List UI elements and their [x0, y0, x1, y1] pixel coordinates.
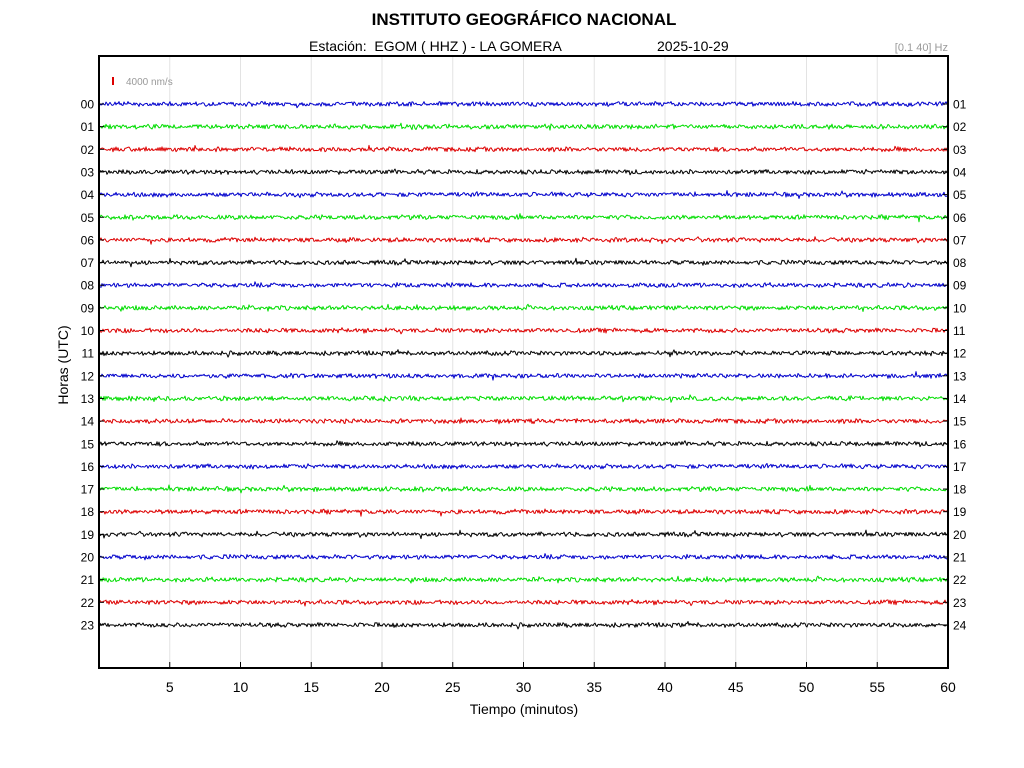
y-label-right: 22 — [953, 573, 967, 587]
trace-hour-17 — [99, 484, 948, 494]
y-label-right: 07 — [953, 233, 967, 247]
trace-hour-04 — [99, 190, 948, 199]
y-label-left: 06 — [81, 233, 95, 247]
y-label-right: 16 — [953, 437, 967, 451]
trace-hour-10 — [99, 327, 948, 335]
y-label-right: 01 — [953, 98, 967, 112]
grid-lines — [169, 56, 878, 668]
y-label-left: 03 — [81, 165, 95, 179]
y-label-left: 05 — [81, 211, 95, 225]
y-label-right: 05 — [953, 188, 967, 202]
filter-label: [0.1 40] Hz — [894, 42, 948, 54]
trace-hour-00 — [99, 101, 948, 109]
trace-hour-13 — [99, 394, 948, 403]
trace-hour-07 — [99, 257, 948, 268]
y-label-right: 08 — [953, 256, 967, 270]
y-label-left: 10 — [81, 324, 95, 338]
x-tick-label: 45 — [728, 679, 744, 695]
x-tick-label: 60 — [940, 679, 956, 695]
y-label-right: 11 — [953, 324, 966, 338]
y-label-left: 12 — [81, 369, 95, 383]
y-label-left: 11 — [82, 347, 95, 361]
y-label-left: 07 — [81, 256, 95, 270]
trace-hour-15 — [100, 440, 948, 448]
trace-hour-19 — [99, 529, 948, 540]
x-tick-label: 25 — [445, 679, 461, 695]
scale-label: 4000 nm/s — [126, 77, 173, 88]
chart-title: INSTITUTO GEOGRÁFICO NACIONAL — [371, 10, 677, 29]
x-tick-label: 40 — [657, 679, 673, 695]
x-axis-label: Tiempo (minutos) — [470, 701, 578, 717]
y-label-left: 04 — [81, 188, 95, 202]
y-label-left: 09 — [81, 301, 95, 315]
trace-hour-20 — [99, 553, 948, 561]
y-label-left: 20 — [81, 551, 95, 565]
trace-hour-21 — [99, 575, 948, 584]
y-label-left: 16 — [81, 460, 95, 474]
y-label-right: 13 — [953, 369, 967, 383]
y-label-right: 06 — [953, 211, 967, 225]
x-tick-label: 55 — [869, 679, 885, 695]
x-tick-label: 20 — [374, 679, 390, 695]
y-label-left: 08 — [81, 279, 95, 293]
y-label-right: 10 — [953, 301, 967, 315]
y-label-left: 15 — [81, 437, 95, 451]
y-label-right: 24 — [953, 618, 967, 632]
trace-hour-02 — [99, 144, 948, 153]
x-tick-label: 10 — [233, 679, 249, 695]
trace-hour-01 — [99, 122, 948, 131]
y-label-left: 00 — [81, 98, 95, 112]
trace-hour-09 — [99, 303, 948, 312]
y-label-right: 19 — [953, 505, 967, 519]
station-label: Estación: EGOM ( HHZ ) - LA GOMERA — [309, 38, 562, 54]
y-label-left: 18 — [81, 505, 95, 519]
y-label-left: 23 — [81, 618, 95, 632]
x-tick-label: 30 — [516, 679, 532, 695]
trace-hour-23 — [99, 621, 948, 630]
y-label-right: 17 — [953, 460, 967, 474]
x-tick-label: 35 — [586, 679, 602, 695]
plot-frame — [98, 55, 949, 669]
y-label-right: 02 — [953, 120, 967, 134]
y-label-left: 13 — [81, 392, 95, 406]
y-label-left: 17 — [81, 483, 95, 497]
trace-hour-18 — [99, 508, 948, 517]
y-label-right: 18 — [953, 483, 967, 497]
y-label-left: 14 — [81, 415, 95, 429]
y-label-left: 01 — [81, 120, 95, 134]
y-label-right: 23 — [953, 596, 967, 610]
x-tick-label: 5 — [166, 679, 174, 695]
y-label-right: 09 — [953, 279, 967, 293]
y-axis-label: Horas (UTC) — [55, 325, 71, 404]
scale-indicator: 4000 nm/s — [112, 77, 173, 88]
trace-hour-03 — [99, 168, 948, 176]
trace-hour-12 — [99, 371, 948, 381]
y-label-right: 20 — [953, 528, 967, 542]
trace-hour-08 — [99, 281, 948, 288]
y-label-left: 21 — [81, 573, 95, 587]
date-label: 2025-10-29 — [657, 38, 729, 54]
traces — [99, 101, 948, 630]
y-label-right: 14 — [953, 392, 967, 406]
y-label-right: 12 — [953, 347, 967, 361]
trace-hour-14 — [99, 417, 948, 425]
trace-hour-22 — [99, 599, 948, 607]
x-tick-label: 50 — [799, 679, 815, 695]
y-label-left: 19 — [81, 528, 95, 542]
y-label-right: 04 — [953, 165, 967, 179]
trace-hour-05 — [99, 213, 948, 223]
x-tick-label: 15 — [303, 679, 319, 695]
y-label-right: 03 — [953, 143, 967, 157]
scale-bar — [112, 77, 114, 85]
y-label-left: 02 — [81, 143, 95, 157]
y-label-left: 22 — [81, 596, 95, 610]
trace-hour-11 — [99, 349, 948, 358]
trace-hour-06 — [99, 236, 948, 245]
y-label-right: 21 — [953, 551, 967, 565]
axis-labels: 5 10 15 20 25 30 35 40 45 50 55 60 00 01 01 02 02 03 03 04 0… — [81, 98, 967, 696]
y-label-right: 15 — [953, 415, 967, 429]
trace-hour-16 — [99, 463, 948, 470]
